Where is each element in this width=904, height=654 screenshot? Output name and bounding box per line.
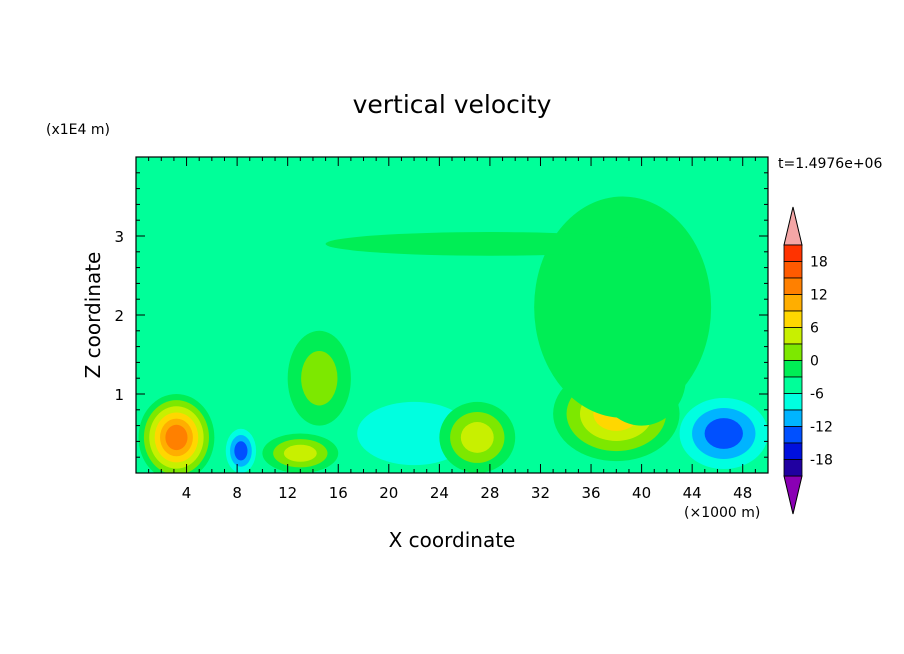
colorbar-top-arrow bbox=[783, 206, 803, 246]
colorbar-swatch bbox=[783, 442, 803, 460]
colorbar-tick-label: 18 bbox=[810, 255, 828, 271]
x-tick-label: 8 bbox=[232, 484, 242, 502]
colorbar-swatch bbox=[783, 376, 803, 394]
x-tick-label: 48 bbox=[733, 484, 752, 502]
y-axis-label: Z coordinate bbox=[81, 252, 105, 379]
x-tick-label: 16 bbox=[329, 484, 348, 502]
contour-level bbox=[534, 196, 712, 418]
contour-level bbox=[325, 232, 655, 256]
contour-level bbox=[704, 418, 743, 449]
colorbar-swatch bbox=[783, 393, 803, 411]
x-tick-label: 40 bbox=[632, 484, 651, 502]
field-feature bbox=[138, 394, 215, 473]
colorbar-swatch bbox=[783, 343, 803, 361]
x-axis-label: X coordinate bbox=[389, 528, 516, 552]
colorbar-swatch bbox=[783, 327, 803, 345]
x-scale-label: (×1000 m) bbox=[684, 505, 760, 521]
colorbar-swatch bbox=[783, 310, 803, 328]
colorbar-swatch bbox=[783, 261, 803, 279]
time-label: t=1.4976e+06 bbox=[778, 156, 882, 172]
colorbar-swatch bbox=[783, 409, 803, 427]
colorbar-bottom-arrow bbox=[783, 475, 803, 515]
colorbar-swatch bbox=[783, 244, 803, 262]
colorbar-swatch bbox=[783, 294, 803, 312]
field-feature bbox=[679, 397, 768, 470]
colorbar-swatch bbox=[783, 277, 803, 295]
colorbar-swatch bbox=[783, 426, 803, 444]
x-tick-label: 20 bbox=[379, 484, 398, 502]
colorbar-tick-label: -12 bbox=[810, 420, 833, 436]
contour-level bbox=[283, 444, 317, 462]
field-feature bbox=[262, 433, 339, 473]
x-tick-label: 36 bbox=[581, 484, 600, 502]
field-feature bbox=[325, 232, 655, 256]
x-tick-label: 32 bbox=[531, 484, 550, 502]
y-scale-label: (x1E4 m) bbox=[46, 122, 110, 138]
chart-title: vertical velocity bbox=[353, 90, 552, 119]
contour-level bbox=[234, 441, 248, 461]
colorbar-swatch bbox=[783, 459, 803, 477]
colorbar-tick-label: 6 bbox=[810, 321, 819, 337]
field-feature bbox=[287, 330, 351, 426]
x-tick-label: 4 bbox=[182, 484, 192, 502]
field-feature bbox=[534, 196, 712, 418]
field-feature bbox=[439, 401, 516, 473]
colorbar-tick-label: -6 bbox=[810, 387, 824, 403]
y-tick-label: 3 bbox=[114, 228, 124, 246]
x-tick-label: 44 bbox=[683, 484, 702, 502]
colorbar-tick-label: -18 bbox=[810, 453, 833, 469]
colorbar-swatch bbox=[783, 360, 803, 378]
plot-area bbox=[135, 156, 769, 474]
colorbar: 18 12 6 0 -6 -12 -18 bbox=[783, 206, 833, 515]
colorbar-tick-label: 12 bbox=[810, 288, 828, 304]
x-tick-label: 12 bbox=[278, 484, 297, 502]
contour-level bbox=[460, 422, 494, 453]
contour-level bbox=[165, 424, 188, 451]
y-tick-label: 2 bbox=[114, 307, 124, 325]
x-tick-label: 28 bbox=[480, 484, 499, 502]
y-tick-label: 1 bbox=[114, 386, 124, 404]
contour-field bbox=[138, 196, 768, 473]
field-feature bbox=[225, 428, 257, 473]
x-tick-label: 24 bbox=[430, 484, 449, 502]
contour-level bbox=[301, 350, 338, 406]
colorbar-tick-label: 0 bbox=[810, 354, 819, 370]
